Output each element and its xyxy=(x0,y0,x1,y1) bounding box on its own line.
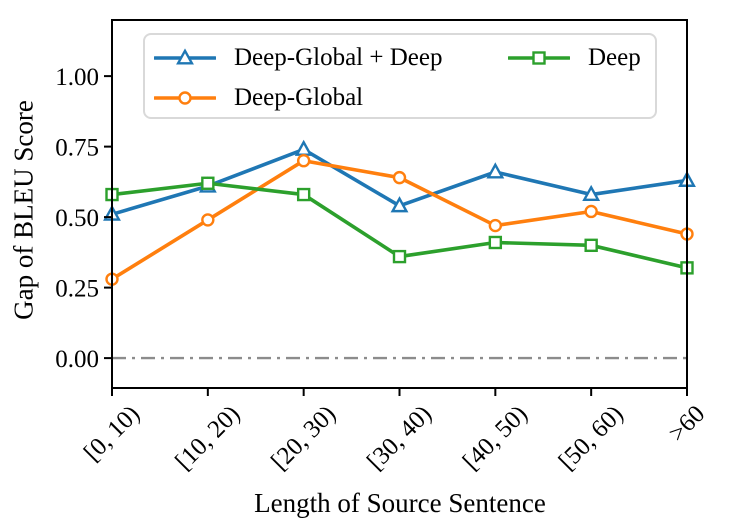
x-tick-label: [20, 30) xyxy=(266,400,341,475)
x-axis-label: Length of Source Sentence xyxy=(254,488,546,518)
circle-marker-icon xyxy=(392,170,407,185)
square-marker-icon xyxy=(584,238,598,253)
triangle-marker-icon xyxy=(176,48,194,65)
square-marker-icon xyxy=(296,187,311,202)
triangle-marker-icon xyxy=(294,139,313,156)
y-tick-label: 0.50 xyxy=(55,205,99,232)
circle-marker-icon xyxy=(488,218,503,233)
triangle-marker-icon xyxy=(390,196,409,213)
legend-item: Deep-Global + Deep xyxy=(154,39,442,77)
y-tick-label: 0.75 xyxy=(55,135,99,162)
x-tick-label: >60 xyxy=(664,400,711,447)
y-tick-label: 1.00 xyxy=(55,64,99,91)
square-marker-icon xyxy=(488,235,503,250)
series-square xyxy=(105,176,694,275)
legend-label: Deep-Global xyxy=(234,84,364,111)
triangle-marker-icon xyxy=(582,184,601,202)
y-axis-label: Gap of BLEU Score xyxy=(8,100,39,320)
series-circle xyxy=(105,154,694,286)
legend-sample xyxy=(154,91,216,105)
legend-sample xyxy=(508,51,570,65)
square-marker-icon xyxy=(392,249,407,264)
legend-label: Deep-Global + Deep xyxy=(234,44,443,71)
legend-item: Deep-Global xyxy=(154,79,363,117)
square-marker-icon xyxy=(532,51,546,65)
y-tick-label: 0.25 xyxy=(55,276,99,303)
x-tick-label: [30, 40) xyxy=(362,400,437,475)
legend-item: Deep xyxy=(508,39,641,77)
x-tick-label: [0, 10) xyxy=(79,400,145,466)
x-tick-label: [50, 60) xyxy=(554,400,629,475)
square-marker-icon xyxy=(201,176,215,190)
circle-marker-icon xyxy=(584,204,598,219)
circle-marker-icon xyxy=(201,213,215,227)
circle-marker-icon xyxy=(296,154,311,168)
y-tick-label: 0.00 xyxy=(55,346,99,373)
chart-legend: Deep-Global + Deep Deep-Global Deep xyxy=(143,33,657,119)
x-tick-label: [10, 20) xyxy=(170,400,245,475)
legend-label: Deep xyxy=(588,44,641,71)
legend-sample xyxy=(154,48,216,65)
circle-marker-icon xyxy=(178,91,192,105)
triangle-marker-icon xyxy=(486,162,505,179)
x-tick-label: [40, 50) xyxy=(458,400,533,475)
